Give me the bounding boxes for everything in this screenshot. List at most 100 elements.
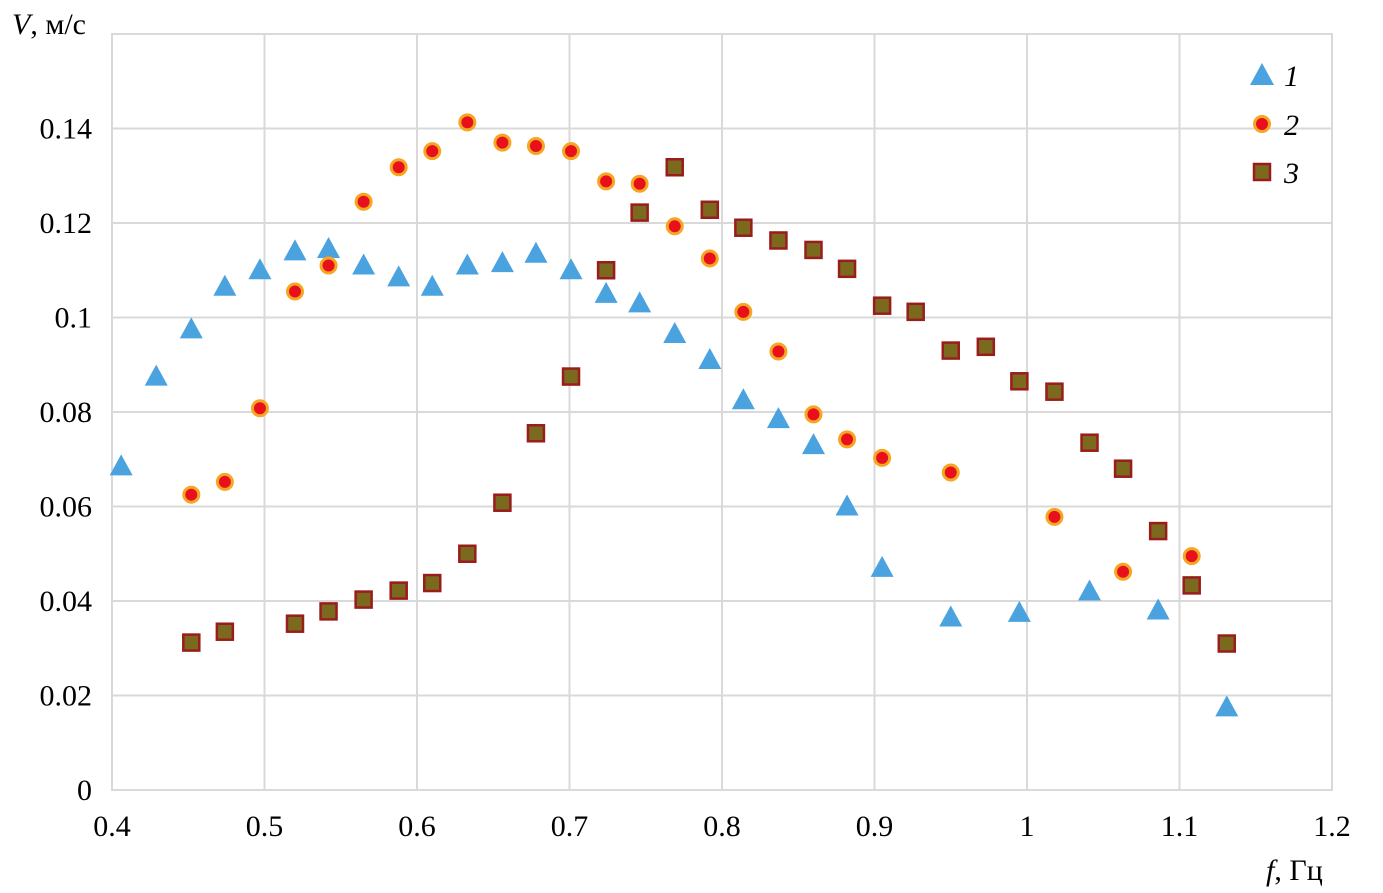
data-point-circle	[250, 399, 269, 418]
legend-label-1: 1	[1284, 60, 1299, 93]
data-point-circle	[493, 133, 512, 152]
x-tick-labels: 0.4 0.5 0.6 0.7 0.8 0.9 1 1.1 1.2	[93, 810, 1351, 843]
legend-item-2: 2	[1253, 109, 1299, 142]
data-point-square	[906, 302, 925, 322]
y-axis-unit: , м/с	[30, 8, 86, 41]
data-point-triangle	[731, 388, 755, 410]
data-point-square	[1010, 372, 1029, 391]
data-point-triangle	[939, 605, 963, 627]
data-point-square	[389, 581, 408, 600]
plot-area-frame	[111, 33, 1333, 791]
series-2	[182, 113, 1201, 581]
data-point-square	[941, 341, 960, 360]
data-point-circle	[1045, 507, 1064, 526]
data-point-triangle	[109, 454, 133, 476]
data-point-square	[1045, 382, 1064, 401]
y-tick-label: 0.08	[40, 396, 93, 429]
data-point-square	[1113, 459, 1133, 478]
y-tick-label: 0.1	[55, 302, 93, 335]
legend-marker-square	[1252, 162, 1272, 182]
data-point-circle	[182, 485, 201, 504]
data-point-square	[837, 259, 857, 279]
legend-item-1: 1	[1250, 60, 1299, 93]
data-point-square	[493, 493, 512, 512]
x-tick-label: 0.5	[246, 810, 284, 843]
data-point-square	[700, 200, 720, 220]
data-point-circle	[665, 217, 684, 236]
data-point-triangle	[1007, 600, 1031, 622]
data-point-square	[804, 240, 823, 260]
data-point-circle	[769, 342, 788, 361]
data-point-triangle	[455, 253, 479, 275]
data-point-circle	[1182, 547, 1201, 566]
data-point-triangle	[559, 258, 583, 280]
y-tick-label: 0.02	[40, 680, 93, 713]
data-point-circle	[319, 256, 338, 275]
data-point-triangle	[802, 433, 825, 455]
data-point-triangle	[420, 274, 444, 296]
data-point-square	[215, 622, 235, 641]
data-point-square	[182, 633, 201, 652]
x-tick-label: 0.9	[856, 810, 894, 843]
data-point-square	[458, 544, 477, 563]
x-tick-label: 0.7	[551, 810, 589, 843]
data-point-square	[976, 337, 996, 357]
x-tick-label: 1.2	[1313, 810, 1351, 843]
data-point-circle	[423, 142, 442, 161]
data-point-square	[769, 231, 788, 250]
data-point-circle	[873, 448, 892, 467]
x-tick-label: 0.4	[93, 810, 131, 843]
data-point-triangle	[213, 274, 237, 296]
data-point-triangle	[317, 236, 341, 258]
data-point-circle	[526, 136, 545, 155]
data-point-circle	[941, 463, 960, 482]
data-point-circle	[838, 430, 857, 449]
data-point-circle	[700, 249, 719, 268]
data-point-triangle	[490, 251, 514, 273]
data-point-circle	[562, 142, 581, 161]
x-axis-unit: , Гц	[1274, 854, 1322, 887]
data-point-square	[423, 573, 442, 593]
data-point-triangle	[283, 239, 307, 261]
data-point-circle	[458, 113, 477, 132]
data-point-square	[630, 203, 649, 222]
y-tick-label: 0.14	[40, 113, 93, 146]
data-point-triangle	[1078, 579, 1102, 601]
x-tick-label: 1	[1020, 810, 1035, 843]
data-point-triangle	[835, 494, 859, 516]
data-point-triangle	[352, 253, 376, 275]
data-point-square	[1148, 521, 1168, 541]
data-point-triangle	[766, 407, 790, 429]
series-layer	[109, 113, 1239, 717]
data-point-triangle	[387, 265, 411, 287]
y-tick-labels: 0 0.02 0.04 0.06 0.08 0.1 0.12 0.14	[40, 113, 93, 808]
y-axis-variable: V	[12, 8, 34, 41]
y-tick-label: 0	[77, 774, 92, 807]
data-point-triangle	[594, 281, 618, 303]
y-tick-label: 0.06	[40, 491, 93, 524]
legend-item-3: 3	[1252, 157, 1299, 190]
data-point-triangle	[1146, 598, 1170, 620]
data-point-square	[1182, 576, 1201, 595]
data-point-circle	[286, 282, 304, 301]
data-point-square	[872, 296, 892, 315]
series-1	[109, 236, 1239, 717]
series-3	[182, 157, 1237, 653]
x-tick-label: 1.1	[1161, 810, 1199, 843]
data-point-circle	[354, 192, 373, 211]
data-point-square	[1080, 433, 1099, 452]
data-point-square	[285, 614, 305, 633]
data-point-triangle	[698, 348, 722, 370]
data-point-square	[319, 602, 338, 621]
data-point-square	[526, 424, 546, 443]
x-tick-label: 0.6	[398, 810, 436, 843]
legend-label-2: 2	[1284, 109, 1299, 142]
y-tick-label: 0.04	[40, 585, 93, 618]
y-tick-label: 0.12	[40, 207, 93, 240]
y-axis-title: V, м/с	[12, 8, 86, 41]
data-point-circle	[630, 174, 649, 193]
data-point-triangle	[248, 258, 272, 280]
legend-label-3: 3	[1283, 157, 1299, 190]
data-point-square	[734, 218, 753, 237]
data-point-square	[561, 367, 581, 386]
